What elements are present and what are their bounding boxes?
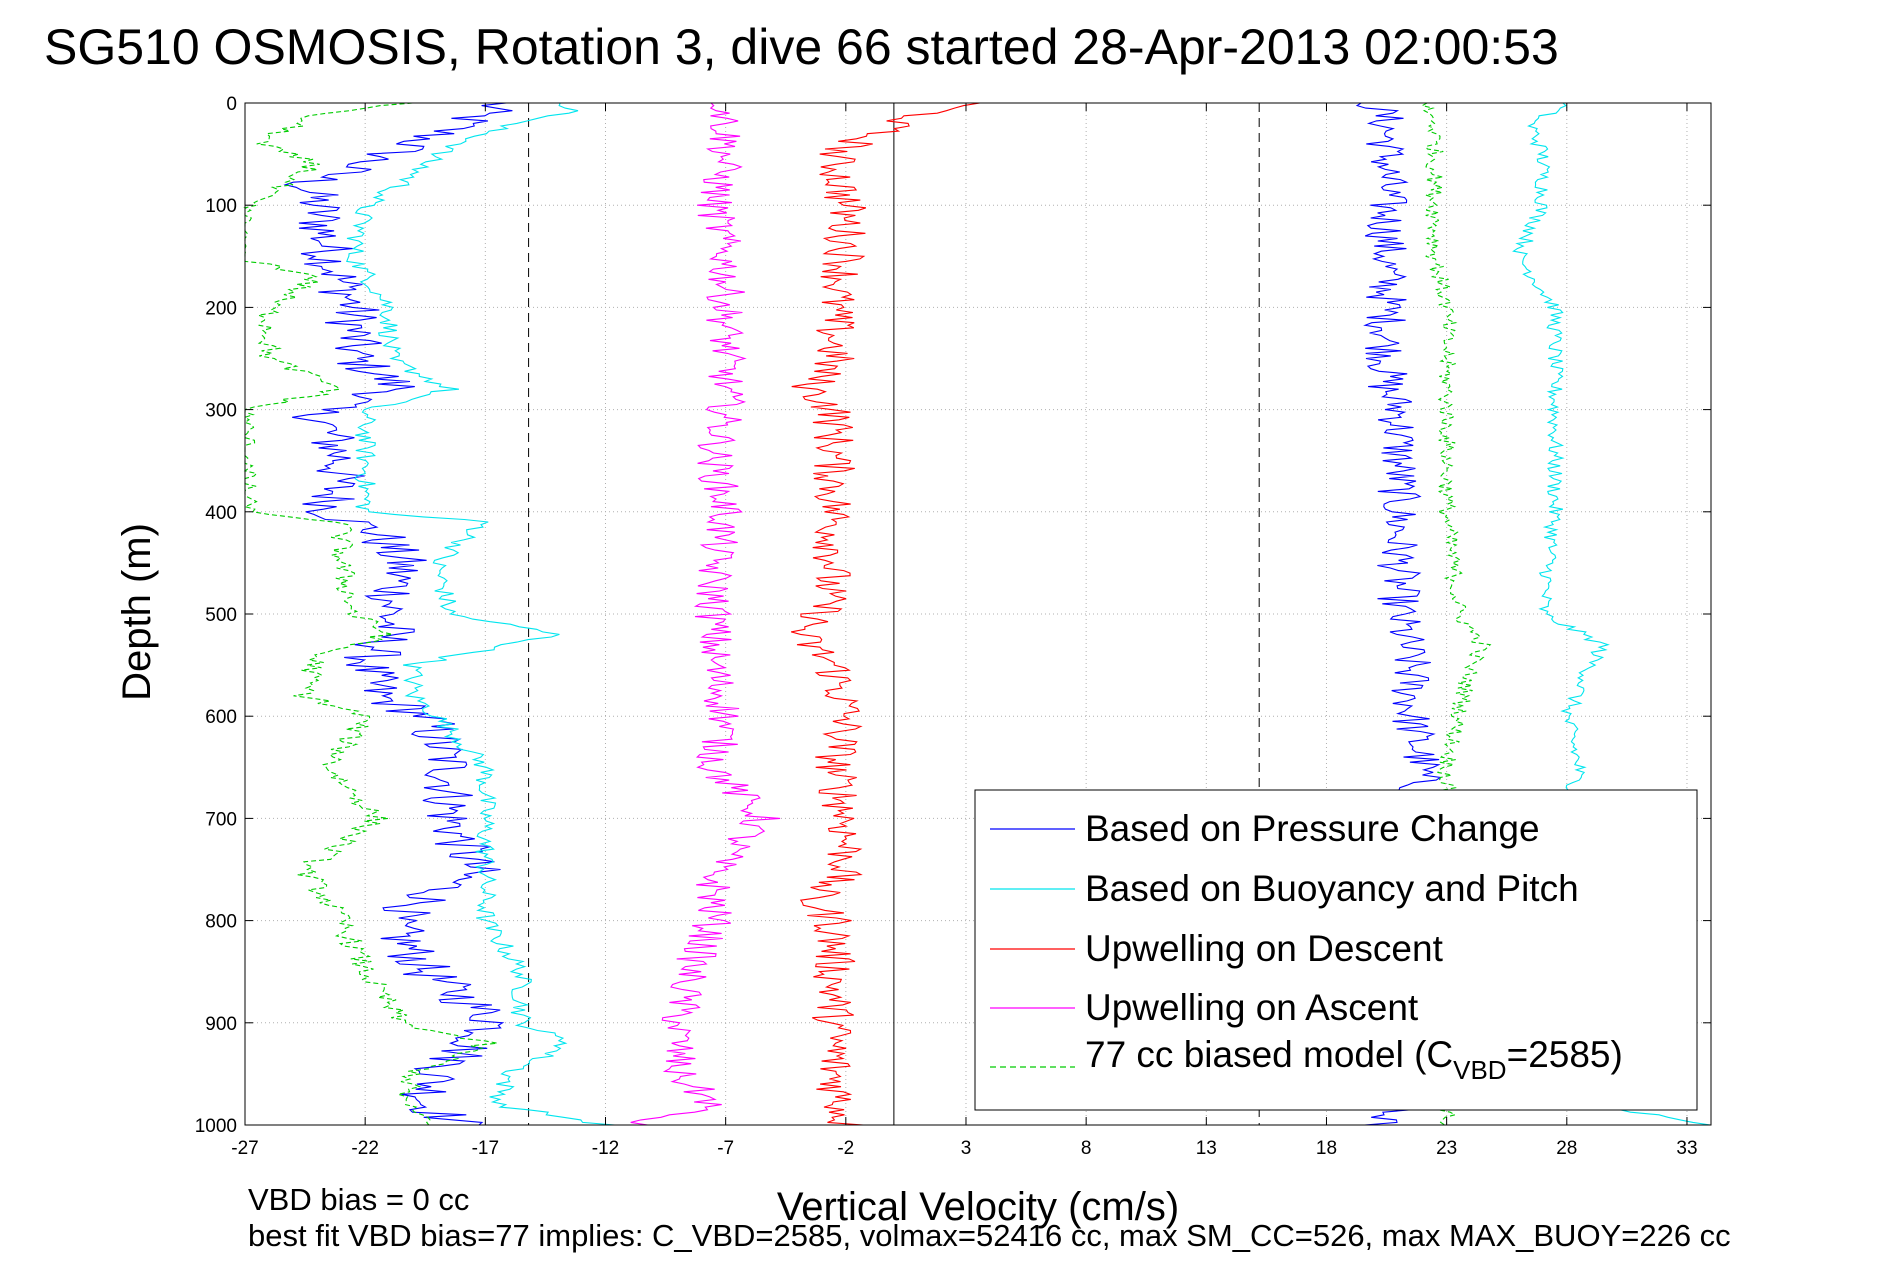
y-tick-label: 200 (205, 298, 237, 319)
chart-title: SG510 OSMOSIS, Rotation 3, dive 66 start… (44, 19, 1559, 75)
reference-lines (528, 103, 1260, 1125)
y-tick-label: 900 (205, 1014, 237, 1035)
y-tick-label: 100 (205, 196, 237, 217)
x-tick-label: 13 (1196, 1138, 1217, 1159)
y-axis-ticks: 0 100 200 300 400 500 600 700 800 900 1000 (195, 94, 1711, 1137)
x-tick-label: 23 (1436, 1138, 1457, 1159)
x-tick-label: -7 (717, 1138, 734, 1159)
legend-label-ascent: Upwelling on Ascent (1085, 987, 1419, 1028)
y-tick-label: 800 (205, 912, 237, 933)
legend-model-suffix: =2585) (1507, 1034, 1623, 1075)
footer-vbd-bias: VBD bias = 0 cc (248, 1182, 469, 1217)
x-tick-label: -2 (837, 1138, 854, 1159)
series-line-upwelling-on-ascent-descent (630, 102, 781, 1126)
footer-best-fit: best fit VBD bias=77 implies: C_VBD=2585… (248, 1218, 1731, 1253)
legend-label-descent: Upwelling on Descent (1085, 928, 1444, 969)
legend-label-pressure: Based on Pressure Change (1085, 808, 1540, 849)
x-tick-label: -17 (472, 1138, 499, 1159)
y-tick-label: 500 (205, 605, 237, 626)
y-tick-label: 700 (205, 809, 237, 830)
legend-model-subscript: VBD (1453, 1055, 1506, 1085)
x-tick-label: -12 (592, 1138, 619, 1159)
x-axis-title: Vertical Velocity (cm/s) (777, 1185, 1179, 1229)
legend-box (974, 789, 1698, 1111)
x-tick-label: -22 (351, 1138, 378, 1159)
y-tick-label: 1000 (195, 1116, 237, 1137)
series-line-77-cc-biased-model-cvbd-2585--descent (243, 102, 498, 1126)
x-tick-label: 28 (1556, 1138, 1577, 1159)
legend-model-prefix: 77 cc biased model (C (1085, 1034, 1453, 1075)
y-tick-label: 0 (226, 94, 237, 115)
x-tick-label: 18 (1316, 1138, 1337, 1159)
y-axis-title: Depth (m) (115, 523, 159, 701)
x-tick-label: 33 (1676, 1138, 1697, 1159)
legend: Based on Pressure Change Based on Buoyan… (974, 789, 1698, 1111)
y-tick-label: 600 (205, 707, 237, 728)
x-tick-label: 8 (1081, 1138, 1092, 1159)
series-line-upwelling-on-descent-descent (790, 102, 980, 1126)
x-tick-label: -27 (231, 1138, 258, 1159)
legend-label-buoyancy: Based on Buoyancy and Pitch (1085, 868, 1579, 909)
x-axis-ticks: -27 -22 -17 -12 -7 -2 3 8 13 18 23 28 33 (231, 103, 1698, 1159)
legend-label-model: 77 cc biased model (CVBD=2585) (1085, 1034, 1623, 1085)
series-line-based-on-buoyancy-and-pitch-descent (346, 102, 615, 1126)
x-tick-label: 3 (961, 1138, 972, 1159)
y-tick-label: 300 (205, 401, 237, 422)
series-line-based-on-pressure-change-descent (283, 102, 513, 1126)
y-tick-label: 400 (205, 503, 237, 524)
